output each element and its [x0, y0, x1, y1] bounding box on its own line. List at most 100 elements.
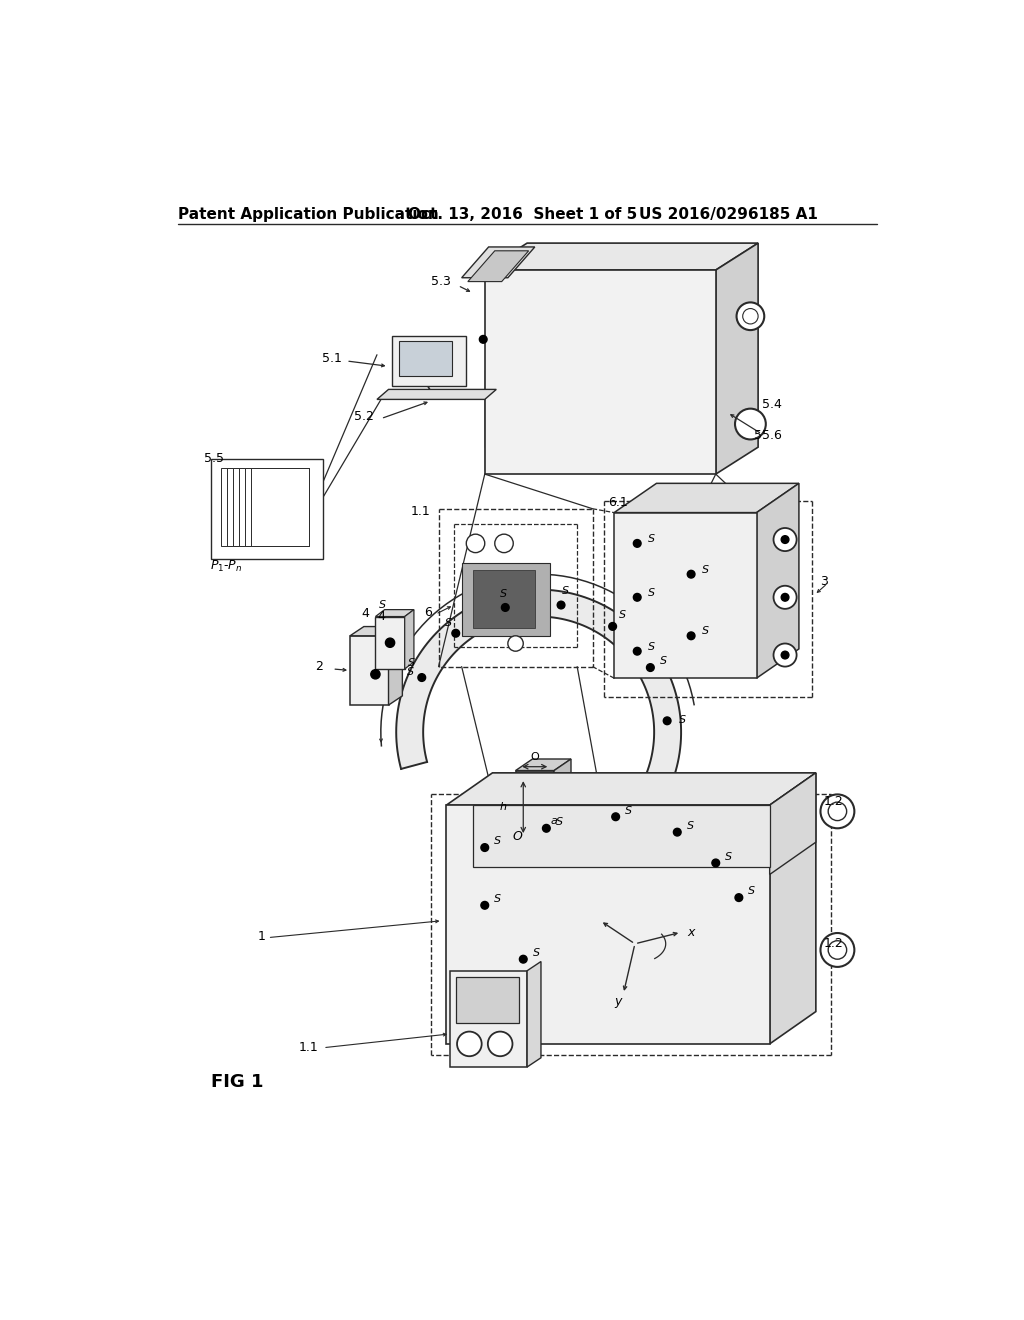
Text: S: S: [648, 533, 655, 544]
Circle shape: [820, 933, 854, 966]
Circle shape: [687, 632, 695, 640]
Text: S: S: [625, 805, 632, 816]
Polygon shape: [404, 610, 414, 669]
Text: S: S: [686, 821, 693, 832]
Polygon shape: [396, 590, 681, 792]
Polygon shape: [446, 774, 816, 805]
Circle shape: [385, 638, 394, 647]
Circle shape: [828, 803, 847, 821]
Text: 1.2: 1.2: [823, 795, 844, 808]
Text: 6.1: 6.1: [608, 496, 628, 510]
Polygon shape: [527, 961, 541, 1067]
Circle shape: [508, 636, 523, 651]
Text: S: S: [408, 657, 415, 668]
Text: US 2016/0296185 A1: US 2016/0296185 A1: [639, 207, 817, 222]
Text: O: O: [530, 751, 540, 762]
Circle shape: [452, 630, 460, 638]
Polygon shape: [376, 610, 414, 616]
Text: y: y: [614, 995, 622, 1008]
Text: O: O: [512, 829, 522, 842]
Text: 3: 3: [819, 576, 827, 589]
Text: 5.1: 5.1: [322, 352, 341, 366]
Bar: [220, 469, 309, 546]
Bar: [376, 616, 404, 669]
Bar: [233, 469, 309, 546]
Text: 5.3: 5.3: [431, 275, 451, 288]
Circle shape: [634, 647, 641, 655]
Circle shape: [820, 795, 854, 829]
Circle shape: [487, 1032, 512, 1056]
Text: S: S: [701, 626, 709, 636]
Circle shape: [557, 601, 565, 609]
Text: 2: 2: [315, 660, 324, 673]
Circle shape: [646, 664, 654, 672]
Text: S: S: [408, 667, 415, 677]
Text: S: S: [500, 589, 507, 599]
Circle shape: [481, 902, 488, 909]
Circle shape: [736, 302, 764, 330]
Text: FIG 1: FIG 1: [211, 1073, 264, 1092]
Polygon shape: [757, 483, 799, 678]
Text: S: S: [701, 565, 709, 574]
Circle shape: [664, 717, 671, 725]
Bar: [473, 570, 535, 628]
Circle shape: [609, 623, 616, 630]
Polygon shape: [462, 247, 535, 277]
Text: 6: 6: [425, 606, 432, 619]
Circle shape: [773, 644, 797, 667]
Text: S: S: [618, 610, 626, 620]
Polygon shape: [468, 251, 528, 281]
Text: S: S: [494, 837, 501, 846]
Text: S: S: [532, 948, 540, 958]
Circle shape: [634, 594, 641, 601]
Text: 5.4: 5.4: [762, 399, 782, 412]
Polygon shape: [554, 759, 571, 843]
Text: x: x: [687, 925, 694, 939]
Text: S: S: [379, 601, 386, 610]
Bar: [462, 562, 550, 636]
Circle shape: [735, 409, 766, 440]
Polygon shape: [770, 774, 816, 1044]
Circle shape: [466, 535, 484, 553]
Circle shape: [479, 335, 487, 343]
Circle shape: [781, 651, 788, 659]
Bar: [240, 469, 309, 546]
Text: S: S: [561, 586, 568, 597]
Polygon shape: [388, 627, 402, 705]
Text: 1.2: 1.2: [823, 937, 844, 950]
Text: h: h: [500, 801, 506, 812]
Circle shape: [674, 829, 681, 836]
Bar: [484, 271, 716, 474]
Text: 5.6: 5.6: [762, 429, 782, 442]
Bar: [515, 771, 554, 843]
Bar: [211, 459, 323, 558]
Polygon shape: [350, 627, 402, 636]
Text: S: S: [725, 851, 732, 862]
Bar: [226, 469, 309, 546]
Circle shape: [712, 859, 720, 867]
Circle shape: [371, 669, 380, 678]
Text: a: a: [550, 816, 557, 825]
Bar: [457, 977, 519, 1023]
Text: 4: 4: [361, 607, 370, 620]
Polygon shape: [484, 243, 758, 271]
Circle shape: [735, 894, 742, 902]
Circle shape: [781, 594, 788, 601]
Circle shape: [611, 813, 620, 821]
Text: 5: 5: [755, 429, 762, 442]
Text: 4: 4: [377, 610, 385, 623]
Text: 1.1: 1.1: [411, 504, 431, 517]
Polygon shape: [614, 483, 799, 512]
Text: S: S: [679, 714, 686, 725]
Bar: [614, 512, 757, 678]
Bar: [398, 341, 453, 376]
Bar: [446, 805, 770, 1044]
Bar: [350, 636, 388, 705]
Bar: [392, 335, 466, 385]
Text: S: S: [648, 587, 655, 598]
Text: S: S: [494, 894, 501, 904]
Text: 5.5: 5.5: [205, 453, 224, 465]
Bar: [451, 970, 527, 1067]
Text: Patent Application Publication: Patent Application Publication: [178, 207, 439, 222]
Polygon shape: [377, 389, 497, 400]
